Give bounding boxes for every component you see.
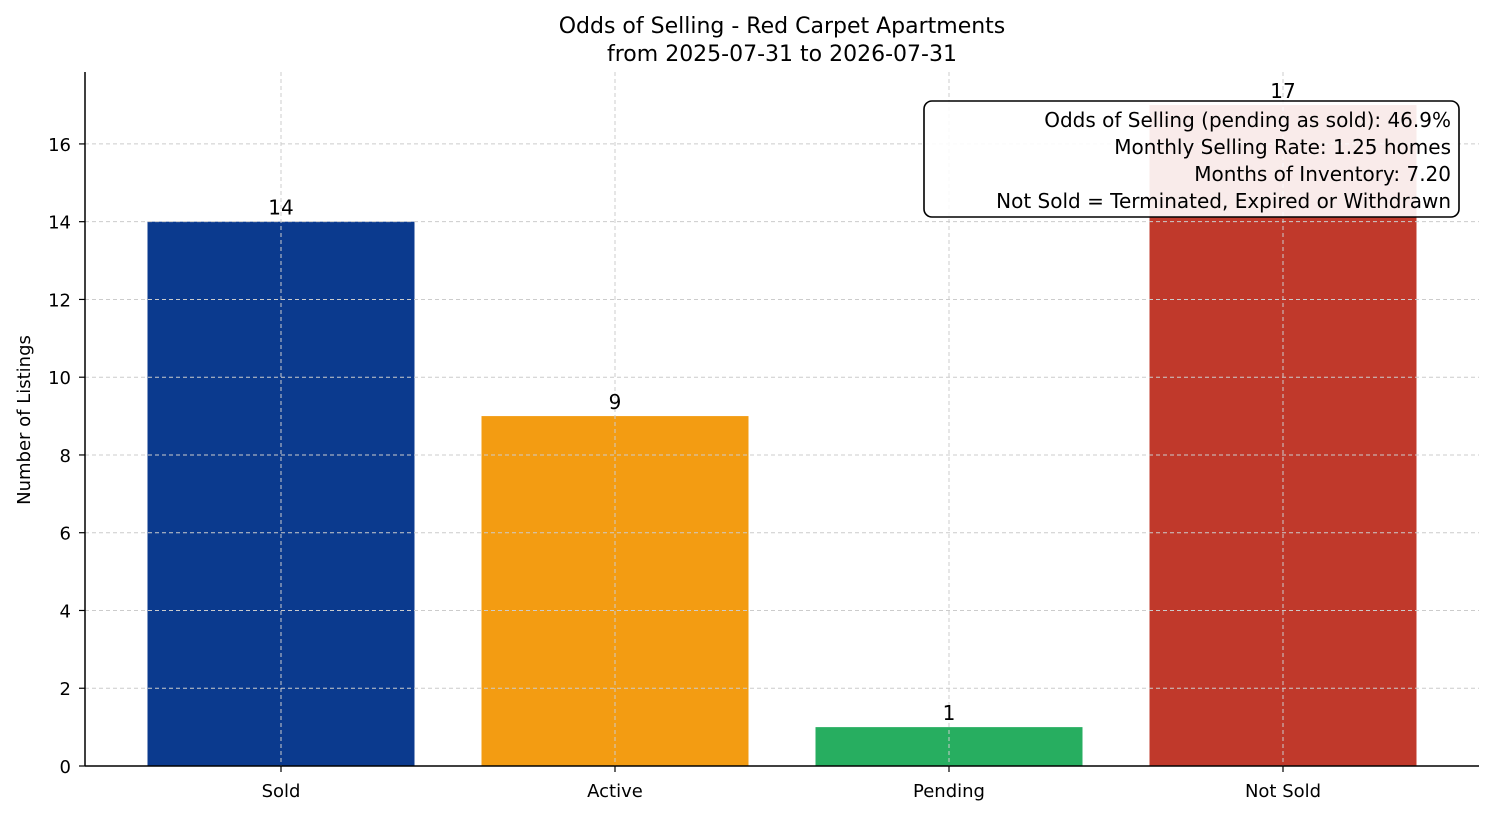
data-labels: 14 9 1 17 xyxy=(268,79,1295,725)
axes xyxy=(84,72,1479,767)
bar-value-label: 14 xyxy=(268,196,293,220)
y-tick-label: 6 xyxy=(60,524,71,545)
y-tick-label: 4 xyxy=(60,601,71,622)
info-box-line: Odds of Selling (pending as sold): 46.9% xyxy=(1044,108,1451,132)
info-box-line: Not Sold = Terminated, Expired or Withdr… xyxy=(996,189,1451,213)
x-tick-label: Pending xyxy=(913,781,985,802)
info-box-frame xyxy=(923,100,1460,218)
x-tick-label: Active xyxy=(587,781,643,802)
bar-value-label: 9 xyxy=(609,390,622,414)
x-ticks: Sold Active Pending Not Sold xyxy=(262,766,1321,802)
chart-title: Odds of Selling - Red Carpet Apartments xyxy=(559,14,1006,39)
y-tick-label: 14 xyxy=(48,213,71,234)
y-ticks: 0 2 4 6 8 10 12 14 16 xyxy=(48,135,85,778)
bar-value-label: 1 xyxy=(943,701,956,725)
bar-value-label: 17 xyxy=(1270,79,1295,103)
chart-subtitle: from 2025-07-31 to 2026-07-31 xyxy=(607,42,957,67)
y-tick-label: 12 xyxy=(48,290,71,311)
x-tick-label: Sold xyxy=(262,781,301,802)
info-box-line: Months of Inventory: 7.20 xyxy=(1194,162,1451,186)
y-tick-label: 2 xyxy=(60,679,71,700)
y-tick-label: 8 xyxy=(60,446,71,467)
y-tick-label: 10 xyxy=(48,368,71,389)
info-box: Odds of Selling (pending as sold): 46.9%… xyxy=(923,100,1460,218)
y-tick-label: 0 xyxy=(60,757,71,778)
y-axis-label: Number of Listings xyxy=(14,335,35,505)
info-box-line: Monthly Selling Rate: 1.25 homes xyxy=(1114,135,1451,159)
y-tick-label: 16 xyxy=(48,135,71,156)
x-tick-label: Not Sold xyxy=(1245,781,1321,802)
